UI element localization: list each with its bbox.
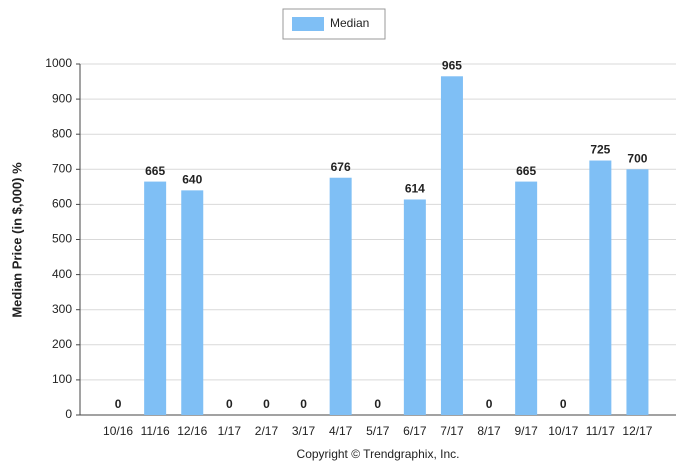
y-tick-label: 500 — [52, 232, 72, 246]
x-tick-label: 3/17 — [292, 424, 316, 438]
data-label: 665 — [145, 164, 165, 178]
y-tick-label: 400 — [52, 267, 72, 281]
legend-label: Median — [330, 16, 369, 30]
footer: Copyright © Trendgraphix, Inc. — [297, 447, 460, 461]
y-tick-label: 300 — [52, 302, 72, 316]
y-tick-label: 1000 — [45, 56, 72, 70]
data-label: 0 — [115, 397, 122, 411]
y-tick-label: 800 — [52, 126, 72, 140]
x-tick-label: 10/16 — [103, 424, 133, 438]
data-label: 0 — [226, 397, 233, 411]
x-tick-label: 7/17 — [440, 424, 464, 438]
x-tick-label: 4/17 — [329, 424, 353, 438]
data-label: 0 — [263, 397, 270, 411]
data-label: 0 — [560, 397, 567, 411]
legend: Median — [282, 8, 386, 40]
data-label: 0 — [486, 397, 493, 411]
data-label: 676 — [331, 160, 351, 174]
bar — [626, 169, 649, 415]
y-tick-label: 200 — [52, 337, 72, 351]
bar — [329, 177, 352, 415]
data-label: 640 — [182, 173, 202, 187]
y-tick-label: 900 — [52, 91, 72, 105]
x-tick-label: 5/17 — [366, 424, 390, 438]
data-label: 665 — [516, 164, 536, 178]
bar — [403, 199, 426, 415]
data-label: 700 — [627, 151, 647, 165]
y-tick-label: 700 — [52, 161, 72, 175]
x-tick-label: 2/17 — [255, 424, 279, 438]
data-label: 0 — [300, 397, 307, 411]
y-axis-title: Median Price (in $,000) % — [9, 162, 24, 318]
y-tick-label: 100 — [52, 372, 72, 386]
bar — [181, 190, 204, 415]
x-tick-label: 9/17 — [514, 424, 538, 438]
x-tick-label: 6/17 — [403, 424, 427, 438]
y-tick-label: 600 — [52, 197, 72, 211]
bar — [589, 160, 612, 415]
y-tick-label: 0 — [65, 407, 72, 421]
data-label: 614 — [405, 182, 425, 196]
x-tick-label: 12/16 — [177, 424, 207, 438]
x-tick-label: 10/17 — [548, 424, 578, 438]
bar — [515, 181, 538, 415]
data-label: 0 — [374, 397, 381, 411]
data-label: 965 — [442, 58, 462, 72]
x-tick-label: 1/17 — [218, 424, 242, 438]
bar — [144, 181, 167, 415]
data-label: 725 — [590, 143, 610, 157]
bar — [440, 76, 463, 415]
x-tick-label: 12/17 — [622, 424, 652, 438]
legend-swatch — [292, 17, 324, 31]
x-tick-label: 8/17 — [477, 424, 501, 438]
x-tick-label: 11/16 — [141, 424, 170, 438]
x-tick-label: 11/17 — [586, 424, 615, 438]
